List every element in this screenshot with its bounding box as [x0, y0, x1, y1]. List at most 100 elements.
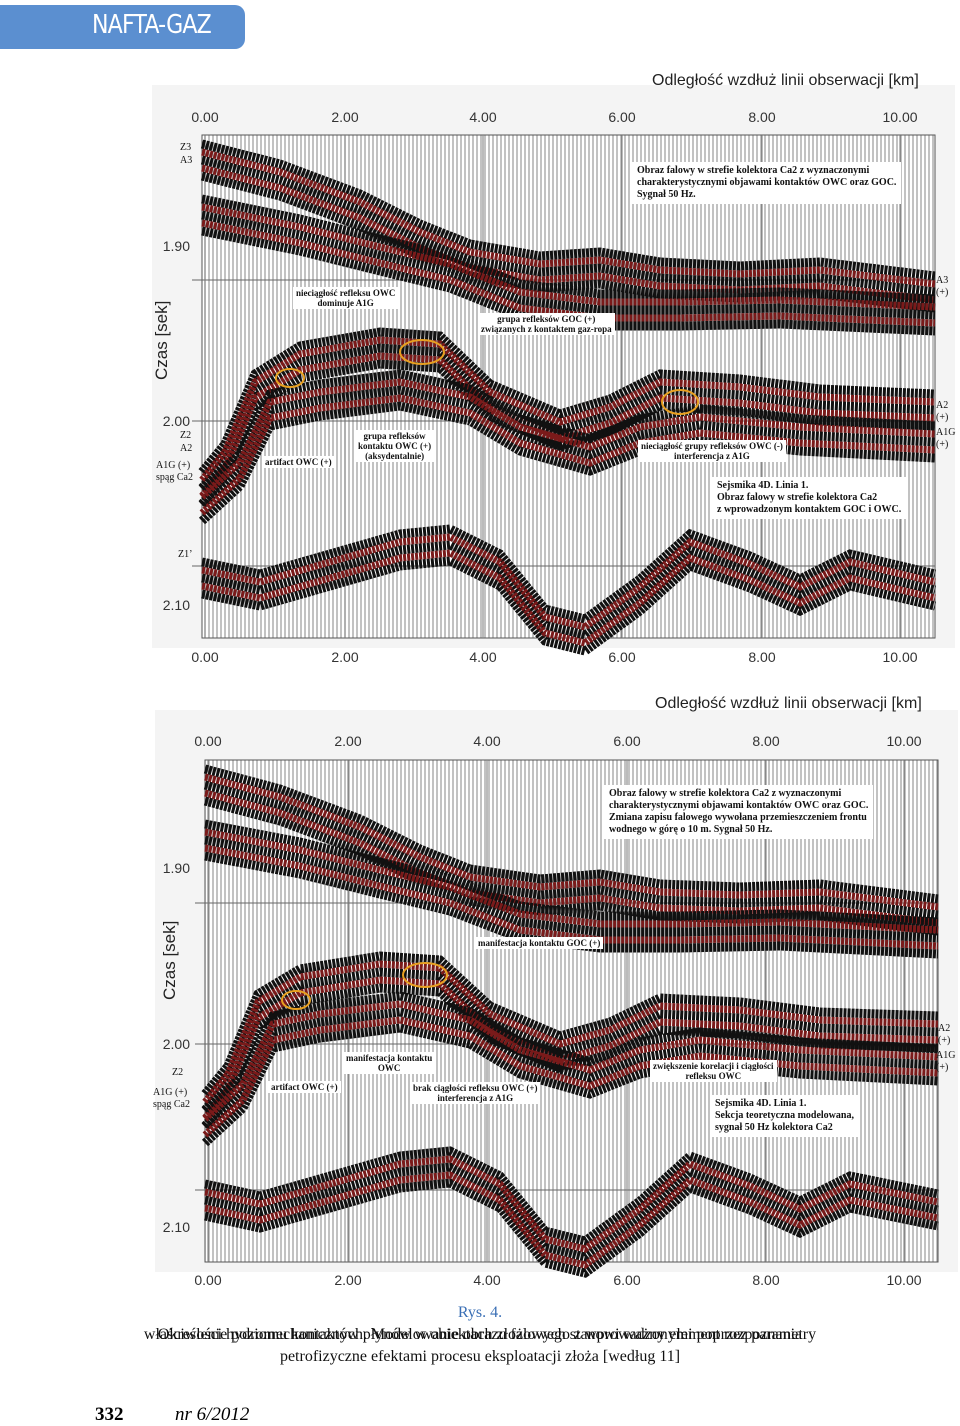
horizon-label: spąg Ca2: [156, 472, 193, 483]
x-tick-top: 0.00: [191, 109, 219, 125]
reflector-black: [201, 524, 937, 624]
reflector-red: [201, 533, 936, 631]
reflector-black: [204, 1178, 939, 1278]
x-tick-top: 10.00: [886, 733, 922, 749]
caption-text: właściwości hydromechanicznych. Modelowa…: [143, 1326, 817, 1343]
info-line: wodnego w górę o 10 m. Sygnał 50 Hz.: [609, 824, 773, 835]
x-tick-top: 10.00: [882, 109, 918, 125]
reflector-red: [204, 1171, 939, 1269]
y-tick: 1.90: [162, 238, 190, 254]
annotation-line: artifact OWC (+): [271, 1082, 338, 1092]
journal-name: NAFTA-GAZ: [92, 10, 212, 40]
reflector-black: [201, 540, 937, 640]
y-axis-title: Czas [sek]: [152, 300, 171, 380]
label-line: A2: [936, 400, 949, 411]
reflector-black: [203, 764, 939, 904]
annotation: brak ciągłości refleksu OWC (+) interfere…: [410, 1082, 541, 1104]
info-line: z wprowadzonym kontaktem GOC i OWC.: [717, 504, 902, 515]
reflector-black: [203, 780, 939, 920]
annotation: artifact OWC (+): [262, 456, 335, 468]
annotation-line: związanych z kontaktem gaz-ropa: [481, 324, 612, 334]
annotation: nieciągłość refleksu OWC dominuje A1G: [293, 287, 399, 309]
caption-line: petrofizyczne efektami procesu eksploata…: [0, 1346, 960, 1368]
reflector-red: [202, 1000, 939, 1122]
x-axis-title: Odległość wzdłuż linii obserwacji [km]: [652, 72, 919, 89]
horizon-label: A3: [180, 155, 193, 166]
caption-text: petrofizyczne efektami procesu eksploata…: [279, 1348, 681, 1365]
annotation: grupa refleksów kontaktu OWC (+) (aksydent…: [355, 430, 435, 462]
x-tick-bottom: 6.00: [608, 649, 636, 665]
reflector-black: [204, 819, 939, 927]
info-line: Sejsmika 4D. Linia 1.: [717, 480, 809, 491]
x-tick-bottom: 8.00: [748, 649, 776, 665]
info-line: Obraz falowy w strefie kolektora Ca2 z w…: [609, 788, 842, 799]
reflector-red: [204, 844, 939, 950]
reflector-red: [199, 336, 936, 483]
horizon-label: Z1’: [178, 549, 193, 560]
x-tick-top: 2.00: [334, 733, 362, 749]
reflector-red: [201, 203, 936, 311]
info-box: Sejsmika 4D. Linia 1. Obraz falowy w stre…: [712, 477, 907, 519]
info-box: Obraz falowy w strefie kolektora Ca2 z w…: [632, 162, 902, 204]
info-line: Zmiana zapisu falowego wywołana przemies…: [609, 812, 867, 823]
header-bar: [0, 5, 245, 49]
annotation: manifestacja kontaktu OWC: [343, 1052, 436, 1074]
horizon-label: A2: [180, 443, 193, 454]
caption-label: Rys. 4.: [457, 1304, 503, 1321]
info-line: Sejsmika 4D. Linia 1.: [715, 1098, 807, 1109]
annotation-line: interferencja z A1G: [437, 1093, 514, 1103]
label-line: (+): [936, 412, 949, 423]
reflector-black: [200, 139, 936, 281]
reflector-black: [198, 327, 936, 475]
x-tick-bottom: 10.00: [886, 1272, 922, 1288]
horizon-label-right: A3 (+): [936, 275, 948, 299]
y-tick: 2.10: [162, 1219, 190, 1235]
annotation-line: (aksydentalnie): [365, 451, 425, 461]
info-line: Obraz falowy w strefie kolektora Ca2 z w…: [637, 165, 870, 176]
horizon-label: A1G (+): [153, 1087, 188, 1098]
x-tick-top: 8.00: [748, 109, 776, 125]
seismic-section: [155, 710, 958, 1278]
annotation: manifestacja kontaktu GOC (+): [475, 937, 604, 949]
horizon-label: Z2: [172, 1067, 184, 1078]
reflector-red: [204, 1155, 939, 1253]
horizon-label: Z2: [180, 430, 192, 441]
label-line: (+): [936, 439, 949, 450]
caption-text: Określenie poziomu kontaktów płynów w ob…: [157, 1326, 803, 1343]
x-tick-top: 8.00: [752, 733, 780, 749]
reflector-red: [199, 394, 936, 516]
y-axis-title: Czas [sek]: [160, 920, 179, 1000]
reflector-red: [201, 219, 936, 327]
reflector-red: [204, 828, 939, 934]
caption-line: Rys. 4. Określenie poziomu kontaktów pły…: [0, 1302, 960, 1346]
y-tick: 2.00: [162, 413, 190, 429]
annotation-line: dominuje A1G: [317, 298, 374, 308]
x-tick-bottom: 2.00: [331, 649, 359, 665]
annotation-line: zwiększenie korelacji i ciągłości: [653, 1061, 774, 1071]
x-tick-top: 4.00: [473, 733, 501, 749]
annotation-line: nieciągłość refleksu OWC: [296, 288, 396, 298]
info-line: Sekcja teoretyczna modelowana,: [715, 1110, 854, 1121]
horizon-label: Z3: [180, 142, 192, 153]
annotation: zwiększenie korelacji i ciągłości refleks…: [650, 1060, 777, 1082]
reflector-red: [199, 378, 936, 500]
y-tick: 2.00: [162, 1036, 190, 1052]
reflector-red: [202, 1016, 939, 1138]
info-box: Obraz falowy w strefie kolektora Ca2 z w…: [604, 785, 874, 839]
x-tick-bottom: 6.00: [613, 1272, 641, 1288]
reflector-red: [202, 960, 939, 1105]
reflector-black: [204, 1162, 939, 1262]
horizon-label: spąg Ca2: [153, 1099, 190, 1110]
x-tick-bottom: 10.00: [882, 649, 918, 665]
info-box: Sejsmika 4D. Linia 1. Sekcja teoretyczna …: [710, 1095, 859, 1137]
marker-oval: [399, 339, 445, 365]
annotation-line: brak ciągłości refleksu OWC (+): [413, 1083, 538, 1093]
reflector-black: [201, 210, 936, 320]
annotation-line: manifestacja kontaktu GOC (+): [478, 938, 601, 948]
label-line: (+): [936, 1062, 949, 1073]
reflector-black: [201, 1007, 939, 1131]
horizon-label-right: A2 (+): [938, 1023, 950, 1047]
horizon-label-right: A1G (+): [936, 1050, 955, 1074]
label-line: A1G: [936, 427, 956, 438]
annotation-line: kontaktu OWC (+): [358, 441, 432, 451]
